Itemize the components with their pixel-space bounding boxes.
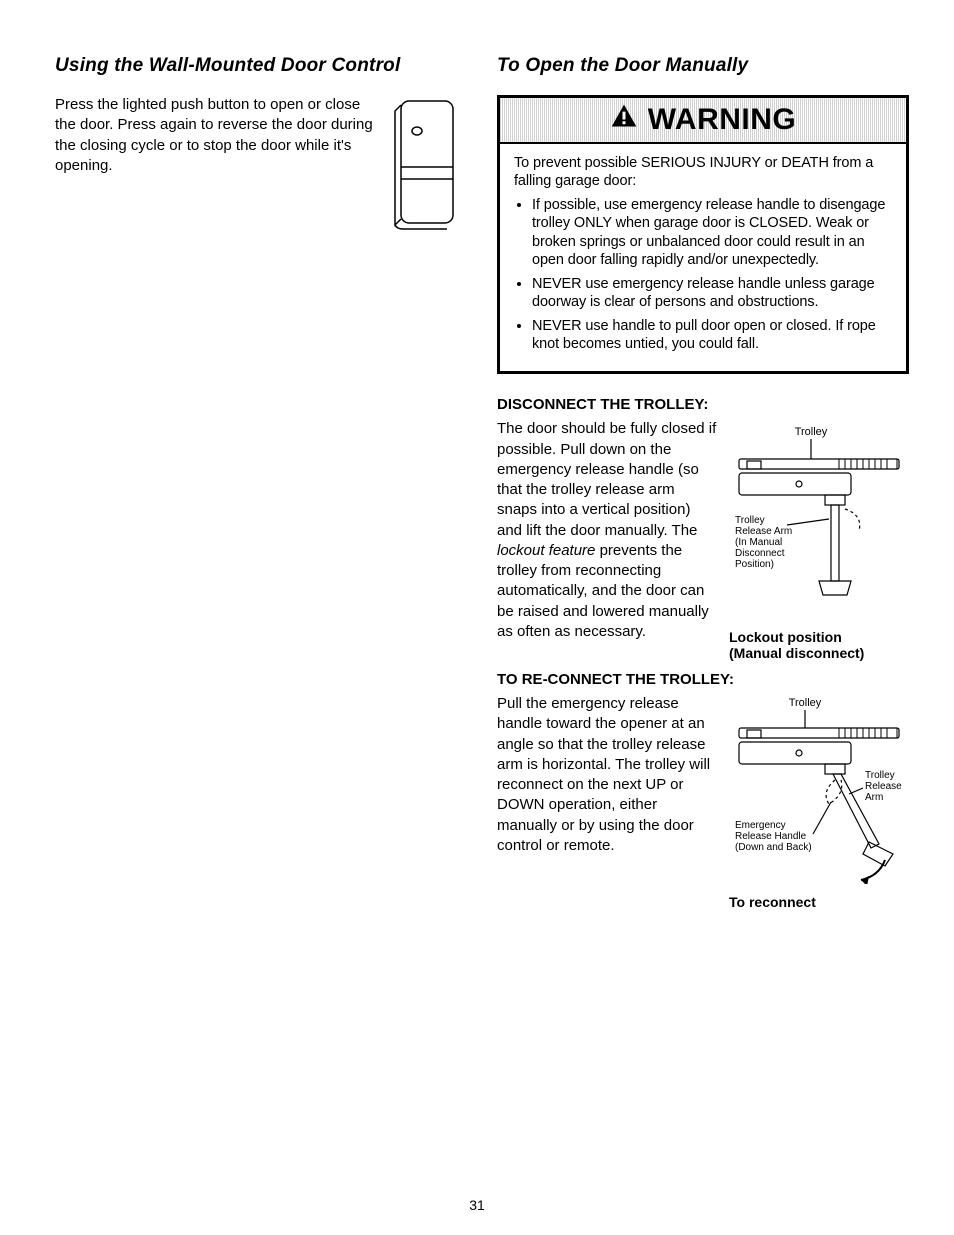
warning-box: WARNING To prevent possible SERIOUS INJU… (497, 95, 909, 374)
page-number: 31 (0, 1197, 954, 1213)
warning-bullet: If possible, use emergency release handl… (532, 196, 892, 269)
warning-header: WARNING (500, 98, 906, 144)
reconnect-figure: Trolley Trolley Release Arm Emergency Re… (729, 694, 909, 910)
fig-label-trolley: Trolley (795, 426, 828, 438)
warning-title: WARNING (648, 103, 797, 137)
lockout-caption: Lockout position (Manual disconnect) (729, 629, 909, 661)
fig-label-arm: Trolley Release Arm (In Manual Disconnec… (735, 515, 795, 570)
wall-control-row: Press the lighted push button to open or… (55, 95, 467, 240)
fig-label-handle: Emergency Release Handle (Down and Back) (735, 820, 812, 853)
wall-control-text: Press the lighted push button to open or… (55, 95, 373, 176)
warning-triangle-icon (610, 102, 638, 138)
wall-control-illustration (387, 95, 467, 240)
disconnect-text: The door should be fully closed if possi… (497, 419, 717, 642)
warning-bullet: NEVER use handle to pull door open or cl… (532, 317, 892, 353)
warning-intro: To prevent possible SERIOUS INJURY or DE… (514, 154, 892, 190)
fig-label-trolley: Trolley (789, 697, 822, 709)
reconnect-heading: TO RE-CONNECT THE TROLLEY: (497, 671, 909, 688)
reconnect-text: Pull the emergency release handle toward… (497, 694, 717, 856)
warning-bullet: NEVER use emergency release handle unles… (532, 275, 892, 311)
reconnect-caption: To reconnect (729, 894, 909, 910)
lockout-phrase: lockout feature (497, 542, 595, 559)
warning-body: To prevent possible SERIOUS INJURY or DE… (500, 144, 906, 371)
warning-bullets: If possible, use emergency release handl… (514, 196, 892, 353)
right-column: To Open the Door Manually WARNING To pre… (497, 55, 909, 1205)
lockout-figure: Trolley Trolley Release Arm (In Manual D… (729, 419, 909, 661)
left-column: Using the Wall-Mounted Door Control Pres… (55, 55, 467, 1205)
fig-label-arm: Trolley Release Arm (865, 770, 904, 803)
reconnect-row: Pull the emergency release handle toward… (497, 694, 909, 910)
right-heading: To Open the Door Manually (497, 55, 909, 77)
left-heading: Using the Wall-Mounted Door Control (55, 55, 467, 77)
disconnect-text-a: The door should be fully closed if possi… (497, 420, 716, 538)
disconnect-heading: DISCONNECT THE TROLLEY: (497, 396, 909, 413)
disconnect-row: The door should be fully closed if possi… (497, 419, 909, 661)
manual-page: Using the Wall-Mounted Door Control Pres… (0, 0, 954, 1235)
